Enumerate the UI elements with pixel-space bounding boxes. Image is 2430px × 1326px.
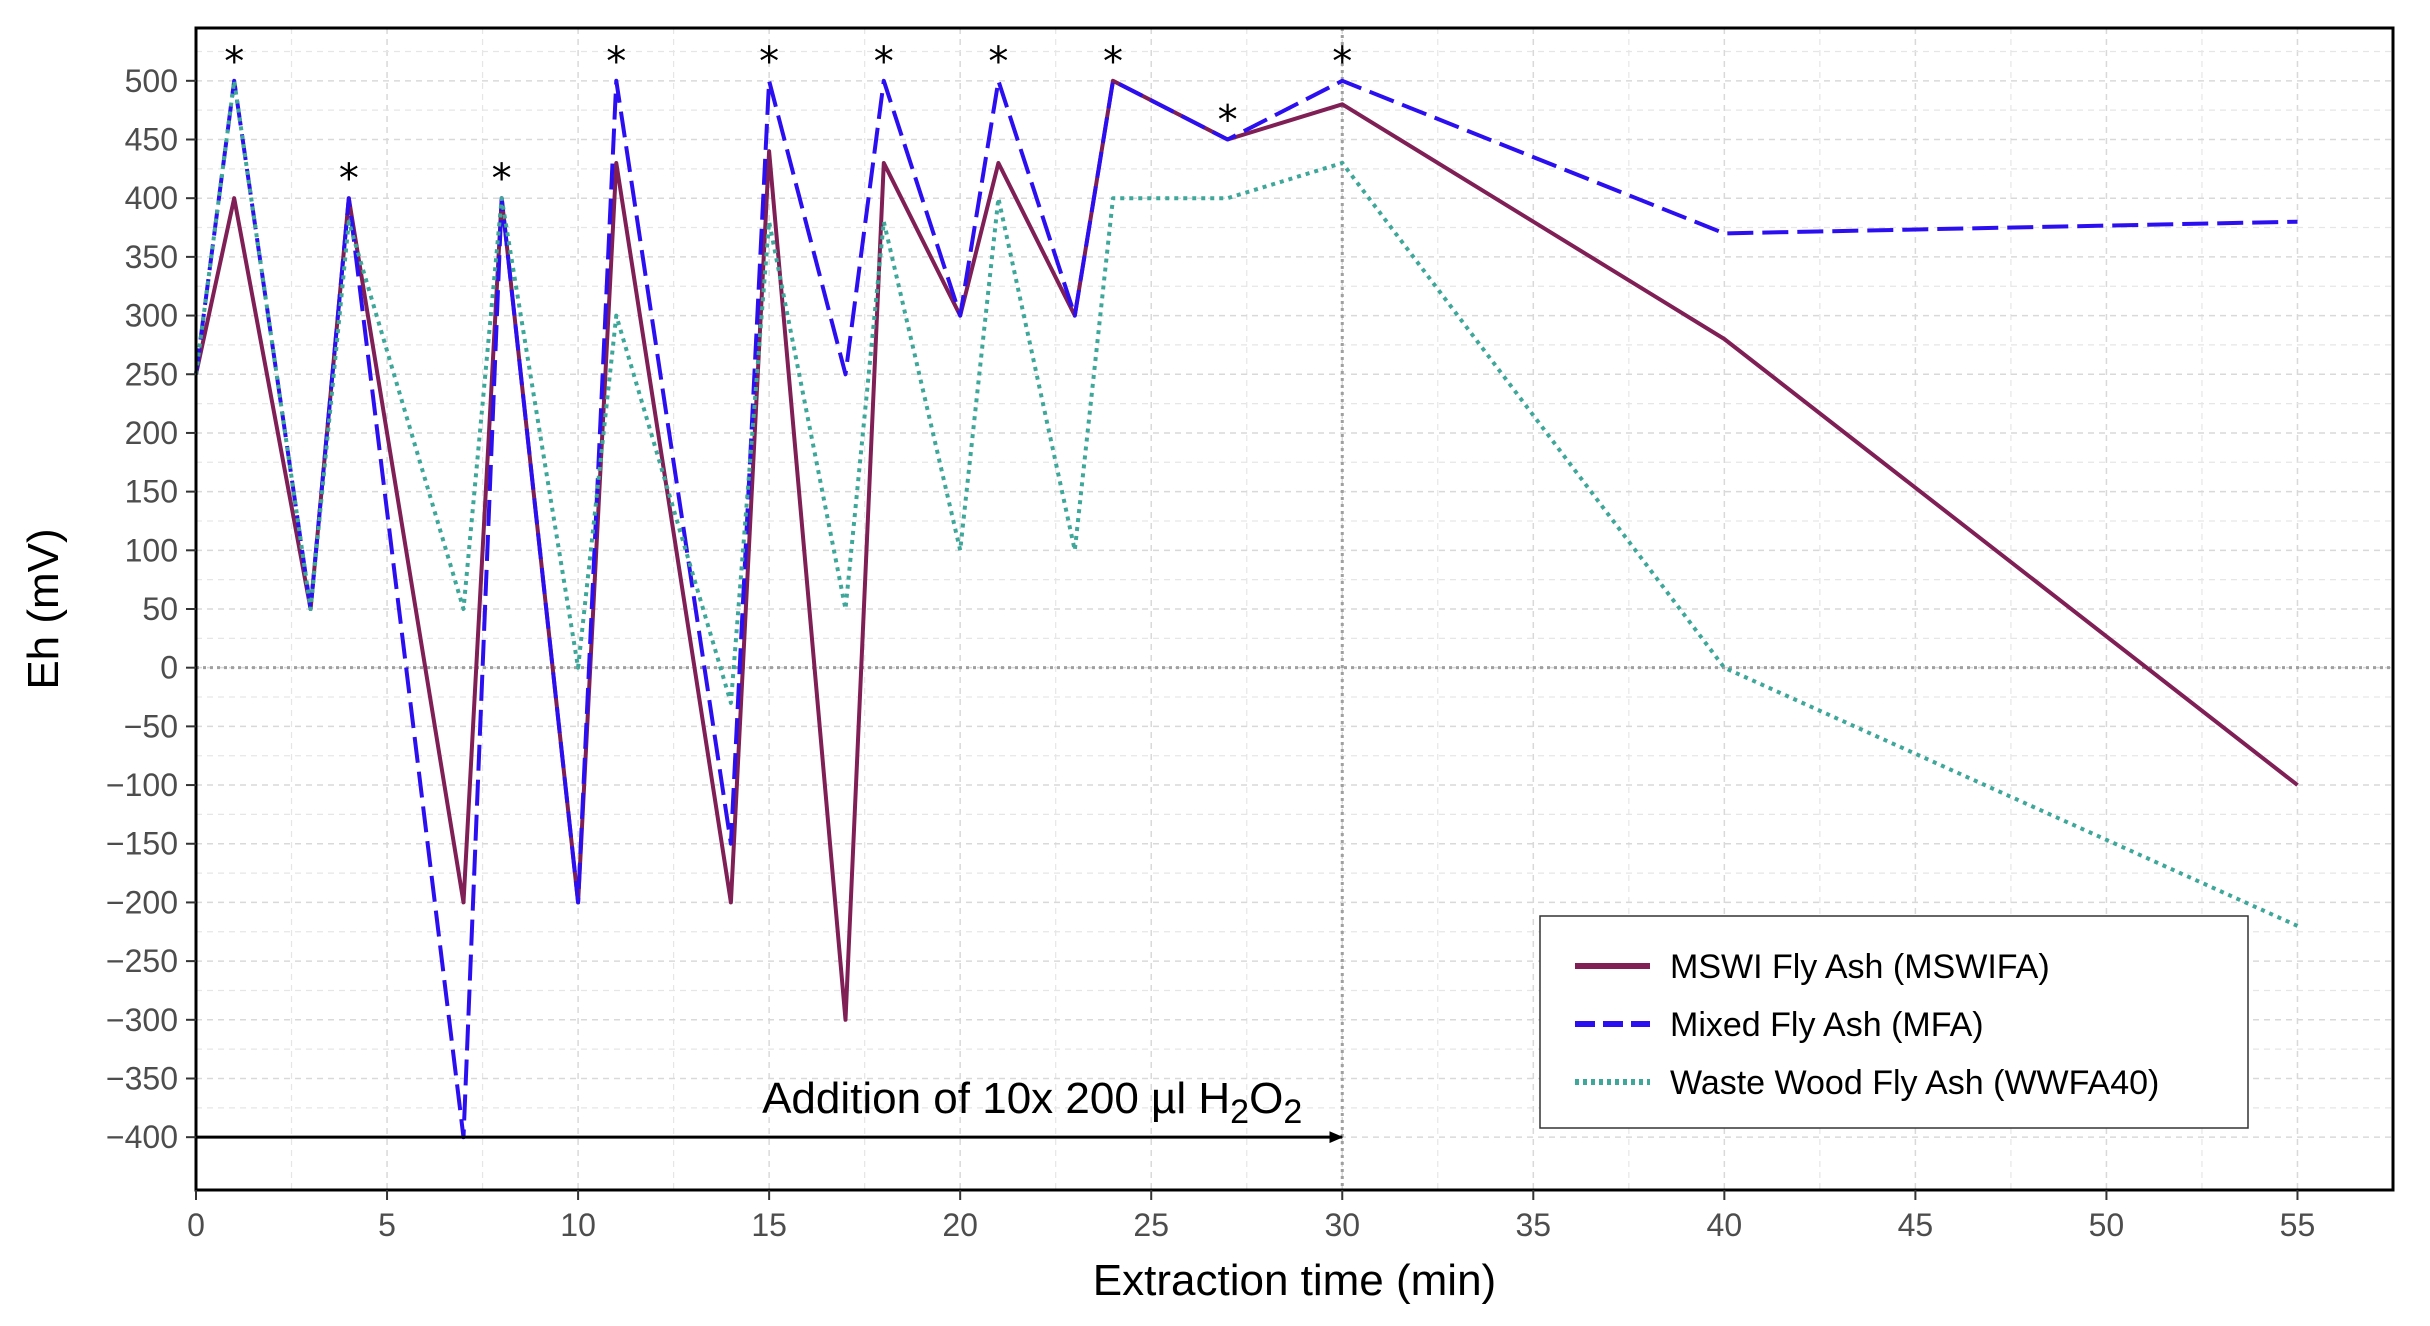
legend-label-1: MSWI Fly Ash (MSWIFA) [1670,948,2050,986]
y-tick-label: −400 [106,1119,178,1155]
significance-star: * [874,39,894,85]
x-tick-label: 30 [1324,1207,1360,1243]
y-axis-ticks: −400 −350 −300 −250 −200 −150 −100 −50 0 50 100 150… [106,63,196,1155]
y-tick-label: 0 [160,650,178,686]
legend: MSWI Fly Ash (MSWIFA) Mixed Fly Ash (MFA)… [1539,915,2249,1129]
x-tick-label: 55 [2280,1207,2316,1243]
series-line-1 [194,78,2299,1022]
y-tick-label: 50 [142,591,178,627]
annotation-text: Addition of 10x 200 µl H2O2 [762,1074,1302,1131]
x-axis-title: Extraction time (min) [1093,1256,1496,1305]
x-tick-label: 25 [1133,1207,1169,1243]
reference-lines [196,28,2393,1190]
significance-star: * [759,39,779,85]
series-line-2 [194,78,2298,1140]
y-tick-label: −200 [106,884,178,920]
series-lines [194,78,2299,1140]
y-tick-label: −250 [106,943,178,979]
significance-star: * [1332,39,1352,85]
star-markers: * * * * * * * * * * [224,39,1352,202]
x-tick-label: 0 [187,1207,205,1243]
x-tick-label: 50 [2089,1207,2125,1243]
legend-label-2: Mixed Fly Ash (MFA) [1670,1006,1984,1044]
y-tick-label: 400 [125,180,178,216]
x-tick-label: 45 [1898,1207,1934,1243]
y-tick-label: 100 [125,532,178,568]
x-tick-label: 5 [378,1207,396,1243]
x-tick-label: 15 [751,1207,787,1243]
y-tick-label: 250 [125,356,178,392]
y-tick-label: −100 [106,767,178,803]
y-axis-title: Eh (mV) [19,528,68,689]
x-tick-label: 20 [942,1207,978,1243]
x-tick-label: 35 [1516,1207,1552,1243]
y-tick-label: −350 [106,1060,178,1096]
significance-star: * [224,39,244,85]
y-tick-label: −150 [106,826,178,862]
y-tick-label: −50 [124,708,178,744]
y-tick-label: 150 [125,474,178,510]
y-tick-label: 350 [125,239,178,275]
y-tick-label: 200 [125,415,178,451]
significance-star: * [1218,98,1238,144]
y-tick-label: 300 [125,298,178,334]
x-tick-label: 40 [1707,1207,1743,1243]
significance-star: * [339,156,359,202]
y-tick-label: 500 [125,63,178,99]
significance-star: * [606,39,626,85]
legend-box [1539,915,2249,1129]
y-tick-label: −300 [106,1002,178,1038]
legend-label-3: Waste Wood Fly Ash (WWFA40) [1670,1064,2159,1102]
significance-star: * [988,39,1008,85]
annotation: Addition of 10x 200 µl H2O2 [196,1074,1344,1144]
significance-star: * [1103,39,1123,85]
x-axis-ticks: 0 5 10 15 20 25 30 35 40 45 50 55 [187,1190,2315,1243]
significance-star: * [492,156,512,202]
x-tick-label: 10 [560,1207,596,1243]
y-tick-label: 450 [125,122,178,158]
